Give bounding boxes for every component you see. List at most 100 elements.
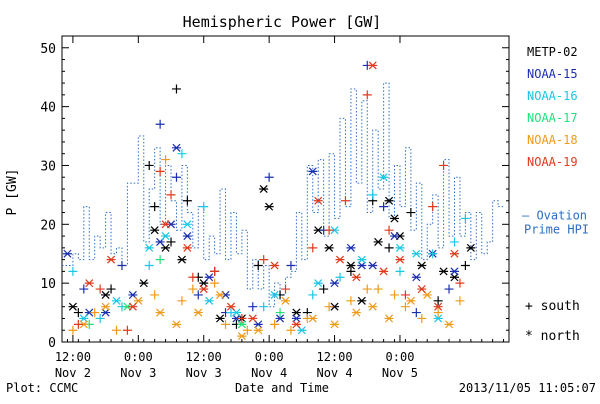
point-north	[313, 196, 323, 205]
x-tick-date-label: Nov 4	[251, 366, 287, 380]
ovation-hpi-line	[62, 82, 504, 308]
point-north	[384, 196, 394, 205]
point-south	[286, 325, 296, 335]
point-north	[128, 302, 138, 311]
legend-entry: METP-02	[527, 45, 578, 59]
ovation-hpi-layer	[62, 82, 504, 308]
point-north	[439, 267, 449, 276]
point-north	[308, 314, 318, 323]
x-tick-date-label: Nov 5	[382, 366, 418, 380]
point-south	[242, 325, 252, 335]
point-south	[166, 237, 176, 247]
point-north	[139, 279, 149, 288]
point-north	[291, 308, 301, 317]
point-north	[406, 296, 416, 305]
point-north	[144, 243, 154, 252]
point-north	[368, 302, 378, 311]
point-south	[155, 166, 165, 176]
point-south	[362, 284, 372, 294]
point-north	[182, 243, 192, 252]
point-south	[166, 190, 176, 200]
point-north	[351, 273, 361, 282]
point-north	[204, 296, 214, 305]
point-north	[357, 261, 367, 270]
point-north	[215, 314, 225, 323]
point-north	[433, 314, 443, 323]
chart-title: Hemispheric Power [GW]	[183, 13, 382, 31]
y-tick-label: 20	[40, 218, 56, 233]
point-north	[248, 314, 258, 323]
x-tick-time-label: 0:00	[255, 350, 284, 364]
point-south	[335, 272, 345, 282]
legend-entry: NOAA-18	[527, 133, 578, 147]
x-tick-time-label: 12:00	[186, 350, 222, 364]
point-south	[177, 296, 187, 306]
point-north	[291, 314, 301, 323]
point-north	[384, 314, 394, 323]
point-north	[395, 255, 405, 264]
point-north	[237, 332, 247, 341]
point-north	[204, 273, 214, 282]
legend-ovation-line2: Prime HPI	[524, 222, 589, 236]
point-south	[95, 313, 105, 323]
point-north	[270, 290, 280, 299]
point-north	[275, 314, 285, 323]
point-south	[161, 155, 171, 165]
x-tick-time-label: 0:00	[386, 350, 415, 364]
point-north	[449, 267, 459, 276]
y-tick-label: 50	[40, 42, 56, 57]
point-south	[308, 243, 318, 253]
point-south	[68, 266, 78, 276]
point-north	[101, 302, 111, 311]
x-axis-label: Date and Time	[235, 381, 329, 395]
point-north	[422, 290, 432, 299]
point-north	[390, 214, 400, 223]
point-north	[346, 243, 356, 252]
point-south	[253, 261, 263, 270]
point-north	[177, 255, 187, 264]
point-south	[248, 302, 258, 312]
point-south	[155, 119, 165, 129]
point-north	[150, 226, 160, 235]
point-north	[368, 61, 378, 70]
point-south	[73, 319, 83, 329]
point-south	[428, 249, 438, 259]
point-south	[259, 302, 269, 312]
point-north	[346, 261, 356, 270]
y-tick-label: 40	[40, 101, 56, 116]
point-north	[444, 320, 454, 329]
point-north	[270, 261, 280, 270]
point-south	[150, 202, 160, 212]
point-south	[324, 225, 334, 235]
point-north	[161, 243, 171, 252]
point-north	[155, 237, 165, 246]
point-south	[171, 172, 181, 182]
point-south	[79, 284, 89, 294]
footer-timestamp: 2013/11/05 11:05:07	[459, 381, 596, 395]
legend-ovation-line1: – Ovation	[522, 208, 587, 222]
point-south	[406, 208, 416, 218]
legend-entry: NOAA-15	[527, 67, 578, 81]
point-north	[62, 249, 72, 258]
point-north	[106, 255, 116, 264]
point-south	[444, 284, 454, 294]
symbol-key-entry: + south	[525, 299, 580, 314]
point-north	[68, 302, 78, 311]
point-south	[460, 261, 470, 270]
point-north	[182, 232, 192, 241]
point-north	[449, 249, 459, 258]
point-south	[188, 284, 198, 294]
x-tick-time-label: 0:00	[124, 350, 153, 364]
point-south	[171, 84, 181, 94]
point-north	[171, 143, 181, 152]
y-tick-label: 0	[48, 336, 56, 351]
point-north	[79, 314, 89, 323]
data-points-layer	[62, 60, 476, 341]
point-north	[390, 232, 400, 241]
point-south	[390, 290, 400, 300]
axes-layer: 0 10 20 30 40 50 12:00 Nov 2 0:00 Nov 3 12:00 Nov 3…	[40, 35, 510, 380]
point-north	[357, 296, 367, 305]
point-north	[253, 326, 263, 335]
point-south	[73, 308, 83, 318]
point-south	[95, 284, 105, 294]
